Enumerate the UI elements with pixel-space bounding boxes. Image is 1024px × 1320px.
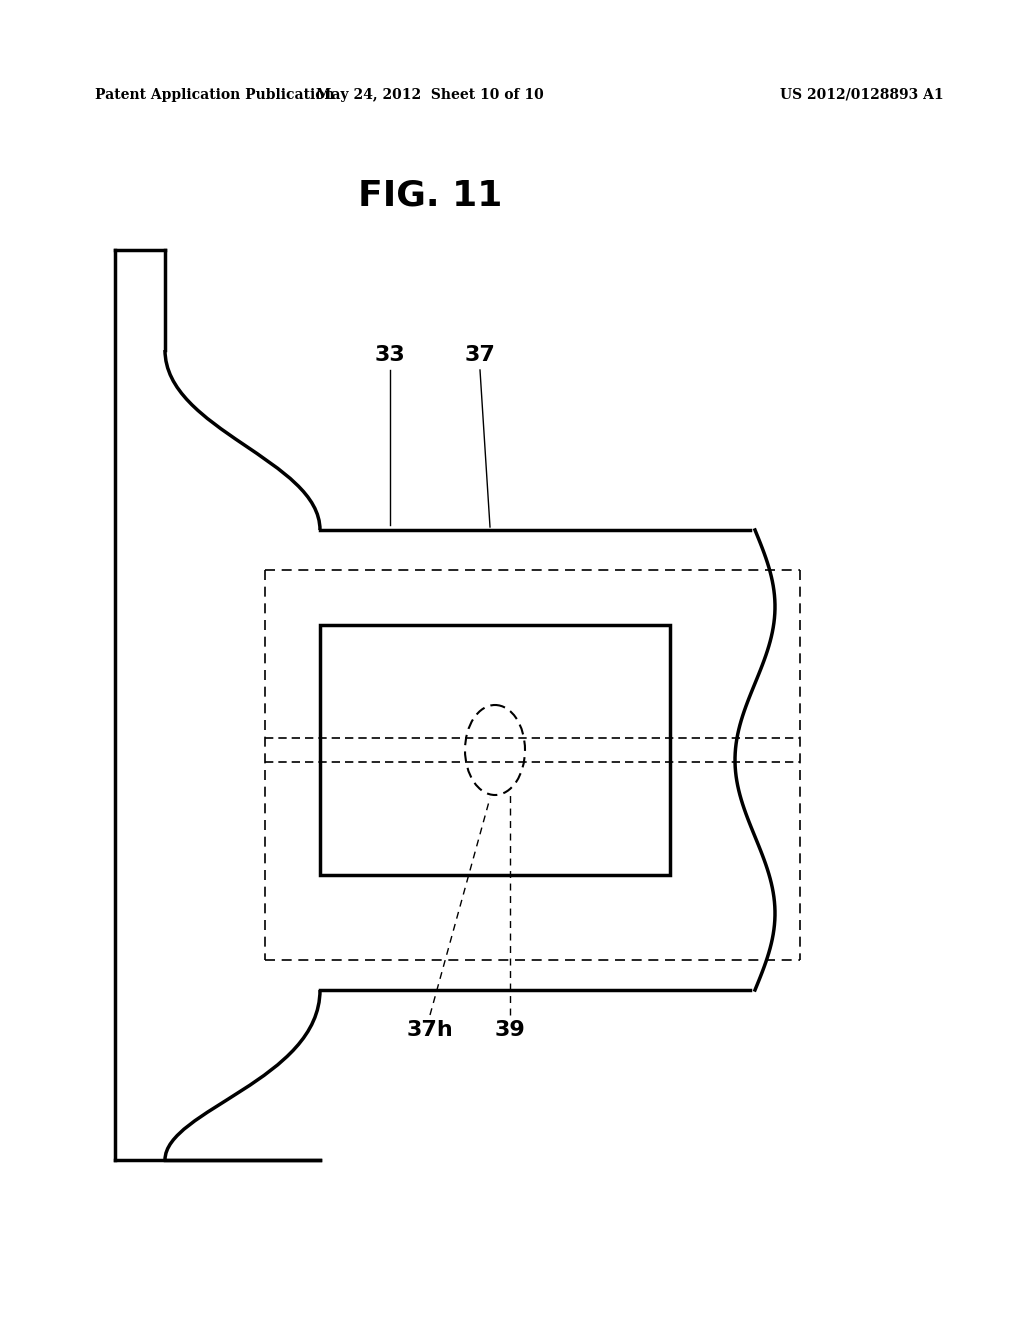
Text: US 2012/0128893 A1: US 2012/0128893 A1 [780,88,944,102]
Text: 37h: 37h [407,1020,454,1040]
Text: 37: 37 [465,345,496,366]
Text: FIG. 11: FIG. 11 [357,178,502,213]
Bar [319,624,670,875]
Text: 39: 39 [495,1020,525,1040]
Text: 33: 33 [375,345,406,366]
Text: May 24, 2012  Sheet 10 of 10: May 24, 2012 Sheet 10 of 10 [316,88,544,102]
Text: Patent Application Publication: Patent Application Publication [95,88,335,102]
